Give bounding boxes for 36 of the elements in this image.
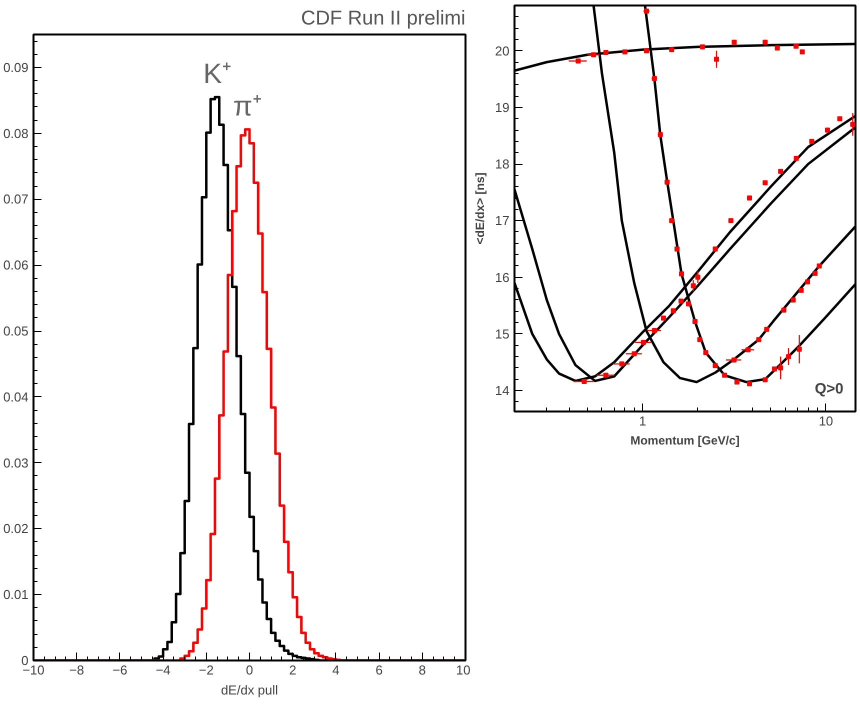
- y-tick-label: 0.06: [3, 258, 29, 273]
- x-tick-label: 8: [418, 662, 426, 678]
- x-tick-label: −4: [156, 662, 171, 678]
- x-tick-label: 0: [246, 662, 254, 678]
- y-tick-label: 0.08: [3, 126, 29, 141]
- y-tick-label: 0.02: [3, 521, 29, 536]
- chart-title: CDF Run II prelimi: [301, 8, 466, 30]
- x-tick-label: 1: [639, 414, 646, 428]
- y-tick-label: 17: [495, 213, 510, 228]
- x-tick-label: 10: [456, 662, 471, 678]
- y-tick-label: 0.05: [3, 324, 29, 339]
- x-tick-label: 2: [289, 662, 296, 678]
- y-tick-label: 15: [495, 326, 510, 342]
- y-tick-label: 14: [495, 383, 510, 398]
- x-axis-title: Momentum [GeV/c]: [630, 434, 740, 448]
- y-tick-label: 18: [495, 156, 510, 172]
- x-tick-label: 4: [332, 662, 340, 678]
- x-tick-label: 6: [375, 662, 383, 678]
- x-axis-title: dE/dx pull: [220, 682, 278, 698]
- y-axis-title: <dE/dx> [ns]: [473, 172, 488, 245]
- y-tick-label: 0.04: [3, 389, 29, 404]
- x-tick-label: −6: [112, 662, 128, 678]
- y-tick-label: 19: [495, 100, 510, 115]
- y-tick-label: 0.01: [3, 587, 29, 602]
- y-tick-label: 0.07: [3, 192, 29, 207]
- x-tick-label: −2: [198, 662, 214, 678]
- series-label: π⁺: [233, 90, 262, 122]
- y-tick-label: 0: [21, 653, 29, 668]
- y-tick-label: 20: [495, 43, 510, 58]
- y-tick-label: 0.03: [3, 455, 29, 470]
- y-tick-label: 16: [495, 270, 510, 285]
- y-tick-label: 0.09: [3, 60, 29, 75]
- series-label: K⁺: [203, 58, 231, 90]
- x-tick-label: 10: [818, 414, 834, 428]
- x-tick-label: −8: [69, 662, 84, 678]
- annotation: Q>0: [814, 380, 844, 398]
